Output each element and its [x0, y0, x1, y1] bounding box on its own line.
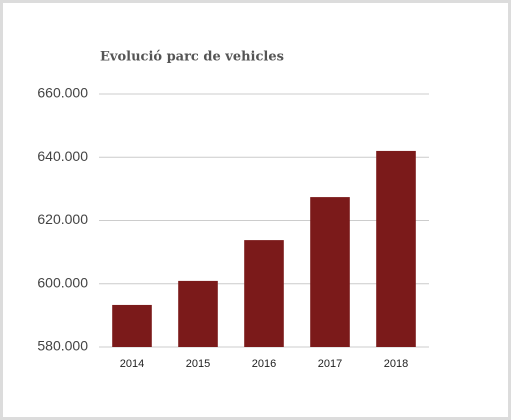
x-tick-label: 2014 — [120, 358, 144, 370]
y-tick-label: 660.000 — [37, 85, 88, 101]
x-tick-label: 2018 — [384, 358, 408, 370]
bar — [112, 304, 152, 347]
y-tick-label: 620.000 — [37, 211, 88, 227]
y-tick-label: 640.000 — [37, 148, 88, 164]
x-tick-label: 2015 — [186, 358, 210, 370]
y-tick-label: 600.000 — [37, 274, 88, 290]
x-tick-label: 2017 — [318, 358, 342, 370]
bar — [178, 280, 218, 347]
bar — [310, 197, 350, 347]
x-tick-label: 2016 — [252, 358, 276, 370]
y-tick-label: 580.000 — [37, 338, 88, 354]
bar — [376, 150, 416, 347]
bar — [244, 240, 284, 347]
chart-title: Evolució parc de vehicles — [100, 50, 284, 65]
